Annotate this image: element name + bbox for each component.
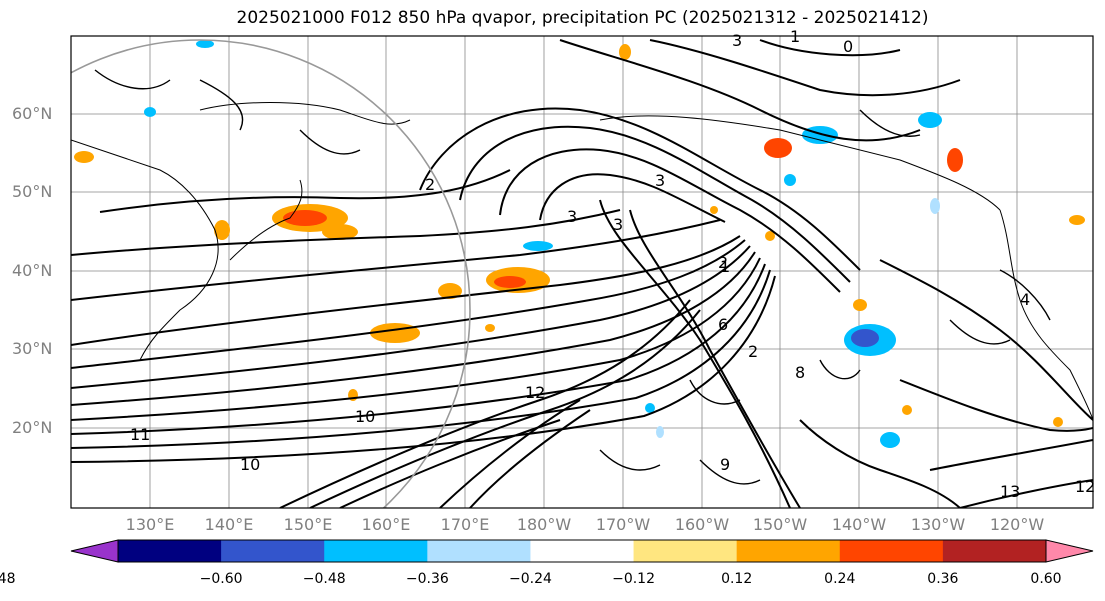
longitude-label: 140°E [204,515,254,534]
latitude-label: 30°N [12,339,53,358]
colorbar-tick-label: −0.12 [612,571,655,587]
contour-label: 0 [843,37,853,56]
contour-label: 4 [1020,290,1030,309]
range-circle [71,39,471,508]
colorbar-cell [736,540,841,562]
colorbar-cell [839,540,944,562]
contour-label: 6 [718,315,728,334]
contour-label: 3 [613,215,623,234]
longitude-label: 130°E [125,515,175,534]
latitude-label: 50°N [12,182,53,201]
contour-label: 13 [1000,482,1020,501]
contour-label: 12 [525,383,545,402]
contour-label: 3 [732,31,742,50]
colorbar-extend-max [1045,539,1094,563]
longitude-label: 160°W [674,515,730,534]
contour-label: 1 [720,257,730,276]
colorbar-cell [633,540,738,562]
longitude-label: 170°E [440,515,490,534]
contour-label: 3 [567,207,577,226]
contour-label: 2 [425,175,435,194]
colorbar-tick-label: 0.12 [721,571,753,587]
negative-anomaly-patches [144,40,942,448]
coastlines [71,102,1093,421]
contour-label: 8 [795,363,805,382]
longitude-label: 120°W [989,515,1045,534]
colorbar-tick-label: −0.24 [508,571,552,587]
map-frame [70,35,1094,509]
latitude-label: 40°N [12,261,53,280]
contour-label: 10 [240,455,260,474]
longitude-label: 180°W [516,515,572,534]
colorbar-cell [530,540,635,562]
contour-label: 10 [355,407,375,426]
contour-label: 9 [720,455,730,474]
contour-label: 12 [1075,477,1095,496]
map-title: 2025021000 F012 850 hPa qvapor, precipit… [236,8,929,28]
latitude-label: 20°N [12,418,53,437]
colorbar-cell [221,540,325,562]
longitude-label: 150°E [283,515,333,534]
contour-label: 1 [790,27,800,46]
longitude-label: 150°W [752,515,808,534]
longitude-label: 130°W [910,515,966,534]
colorbar-cell [324,540,428,562]
colorbar-tick-label: 0.36 [927,571,959,587]
contour-label: 3 [655,171,665,190]
colorbar-tick-label: −0.60 [199,571,243,587]
longitude-label: 170°W [595,515,651,534]
contour-label: 2 [748,342,758,361]
colorbar-frame [117,539,1047,563]
longitude-label: 160°E [361,515,411,534]
colorbar-tick-label: −0.36 [405,571,449,587]
contour-label: 2 [718,253,728,272]
colorbar-cell [427,540,531,562]
contour-label: 11 [130,425,150,444]
positive-anomaly-patches [74,44,1085,427]
colorbar-tick-label: 0.24 [824,571,856,587]
colorbar-extend-min [70,539,119,563]
longitude-label: 140°W [831,515,887,534]
colorbar-cell [942,540,1047,562]
secondary-contours [94,69,1051,485]
latitude-label: 60°N [12,104,53,123]
colorbar-tick-label: −0.48 [302,571,346,587]
colorbar-tick-label: 0.48 [0,571,16,587]
colorbar-tick-label: 0.60 [1030,571,1062,587]
colorbar-cell [118,540,222,562]
